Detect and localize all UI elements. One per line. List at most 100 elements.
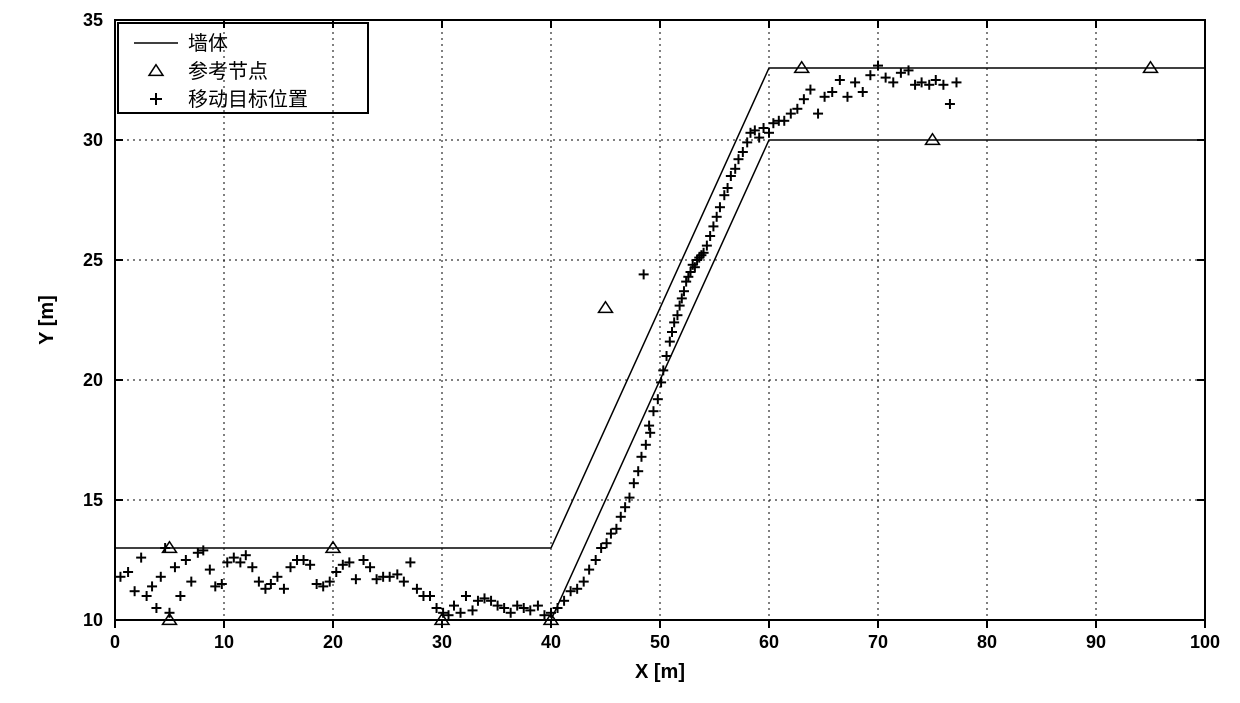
mobile-target-marker: [584, 565, 594, 575]
mobile-target-marker: [665, 337, 675, 347]
mobile-target-marker: [675, 301, 685, 311]
mobile-target-marker: [147, 581, 157, 591]
mobile-target-marker: [512, 601, 522, 611]
mobile-target-marker: [461, 591, 471, 601]
mobile-target-marker: [633, 466, 643, 476]
mobile-target-marker: [835, 75, 845, 85]
mobile-target-marker: [865, 70, 875, 80]
mobile-target-marker: [115, 572, 125, 582]
mobile-target-marker: [786, 109, 796, 119]
mobile-target-marker: [229, 553, 239, 563]
mobile-target-marker: [181, 555, 191, 565]
mobile-target-marker: [136, 553, 146, 563]
chart-svg: 0102030405060708090100101520253035X [m]Y…: [0, 0, 1240, 703]
tick-label-y: 20: [83, 370, 103, 390]
mobile-target-marker: [456, 608, 466, 618]
mobile-target-marker: [210, 581, 220, 591]
mobile-target-marker: [683, 272, 693, 282]
reference-node-marker: [795, 62, 809, 73]
mobile-target-marker: [566, 586, 576, 596]
x-axis-label: X [m]: [635, 661, 685, 683]
mobile-target-marker: [156, 572, 166, 582]
mobile-target-marker: [533, 601, 543, 611]
mobile-target-marker: [712, 212, 722, 222]
tick-label-x: 50: [650, 632, 670, 652]
tick-label-x: 90: [1086, 632, 1106, 652]
mobile-target-marker: [160, 543, 170, 553]
mobile-target-marker: [351, 574, 361, 584]
tick-label-y: 35: [83, 10, 103, 30]
mobile-target-marker: [525, 605, 535, 615]
mobile-target-marker: [679, 286, 689, 296]
mobile-target-marker: [519, 603, 529, 613]
mobile-target-marker: [792, 104, 802, 114]
mobile-target-marker: [850, 77, 860, 87]
mobile-target-marker: [473, 596, 483, 606]
mobile-target-marker: [842, 92, 852, 102]
tick-label-x: 70: [868, 632, 888, 652]
tick-label-x: 20: [323, 632, 343, 652]
mobile-target-marker: [764, 128, 774, 138]
mobile-target-marker: [338, 560, 348, 570]
mobile-target-marker: [285, 562, 295, 572]
mobile-target-marker: [222, 557, 232, 567]
mobile-target-marker: [432, 603, 442, 613]
tick-label-x: 10: [214, 632, 234, 652]
mobile-target-marker: [606, 529, 616, 539]
mobile-target-marker: [951, 77, 961, 87]
y-axis-label: Y [m]: [36, 295, 58, 345]
mobile-target-marker: [931, 75, 941, 85]
mobile-target-marker: [611, 524, 621, 534]
mobile-target-marker: [591, 555, 601, 565]
mobile-target-marker: [150, 93, 162, 105]
mobile-target-marker: [768, 118, 778, 128]
mobile-target-marker: [858, 87, 868, 97]
mobile-target-marker: [392, 569, 402, 579]
mobile-target-marker: [924, 80, 934, 90]
mobile-target-marker: [945, 99, 955, 109]
mobile-target-marker: [344, 557, 354, 567]
mobile-target-marker: [881, 73, 891, 83]
mobile-target-marker: [681, 277, 691, 287]
mobile-target-marker: [813, 109, 823, 119]
mobile-target-marker: [217, 579, 227, 589]
mobile-target-marker: [827, 87, 837, 97]
mobile-target-marker: [917, 77, 927, 87]
mobile-target-marker: [904, 65, 914, 75]
mobile-target-marker: [805, 85, 815, 95]
mobile-target-marker: [170, 562, 180, 572]
mobile-target-marker: [820, 92, 830, 102]
mobile-target-marker: [799, 94, 809, 104]
mobile-target-marker: [365, 562, 375, 572]
tick-label-y: 10: [83, 610, 103, 630]
tick-label-x: 40: [541, 632, 561, 652]
mobile-target-marker: [205, 565, 215, 575]
mobile-target-marker: [888, 77, 898, 87]
mobile-target-marker: [318, 581, 328, 591]
mobile-target-marker: [486, 596, 496, 606]
mobile-target-marker: [602, 538, 612, 548]
mobile-target-marker: [779, 116, 789, 126]
mobile-target-marker: [260, 584, 270, 594]
tick-label-x: 80: [977, 632, 997, 652]
mobile-target-marker: [449, 601, 459, 611]
mobile-target-marker: [241, 550, 251, 560]
tick-label-x: 60: [759, 632, 779, 652]
mobile-target-marker: [667, 327, 677, 337]
mobile-target-marker: [620, 502, 630, 512]
tick-label-x: 0: [110, 632, 120, 652]
mobile-target-marker: [312, 579, 322, 589]
mobile-target-marker: [596, 543, 606, 553]
mobile-target-marker: [677, 293, 687, 303]
mobile-target-marker: [938, 80, 948, 90]
mobile-target-marker: [616, 512, 626, 522]
mobile-target-marker: [572, 584, 582, 594]
mobile-target-marker: [405, 557, 415, 567]
mobile-target-marker: [130, 586, 140, 596]
mobile-target-marker: [653, 394, 663, 404]
reference-node-marker: [926, 134, 940, 145]
mobile-target-marker: [247, 562, 257, 572]
mobile-target-marker: [629, 478, 639, 488]
mobile-target-marker: [235, 557, 245, 567]
mobile-target-marker: [254, 577, 264, 587]
